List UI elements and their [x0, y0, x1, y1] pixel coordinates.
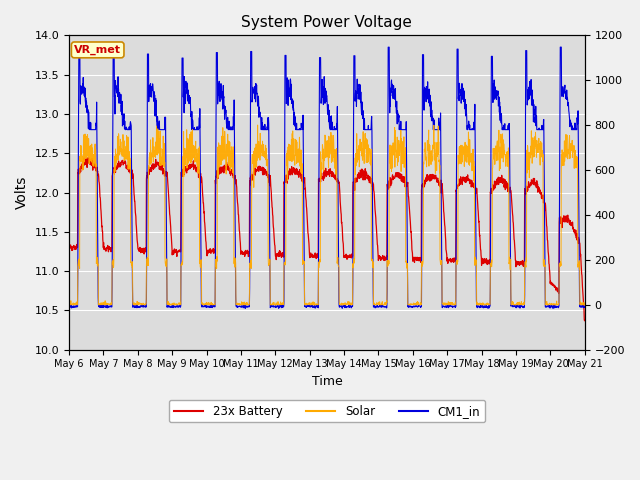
Y-axis label: Volts: Volts: [15, 176, 29, 209]
Title: System Power Voltage: System Power Voltage: [241, 15, 412, 30]
X-axis label: Time: Time: [312, 375, 342, 388]
Legend: 23x Battery, Solar, CM1_in: 23x Battery, Solar, CM1_in: [169, 400, 485, 422]
Text: VR_met: VR_met: [74, 45, 121, 55]
